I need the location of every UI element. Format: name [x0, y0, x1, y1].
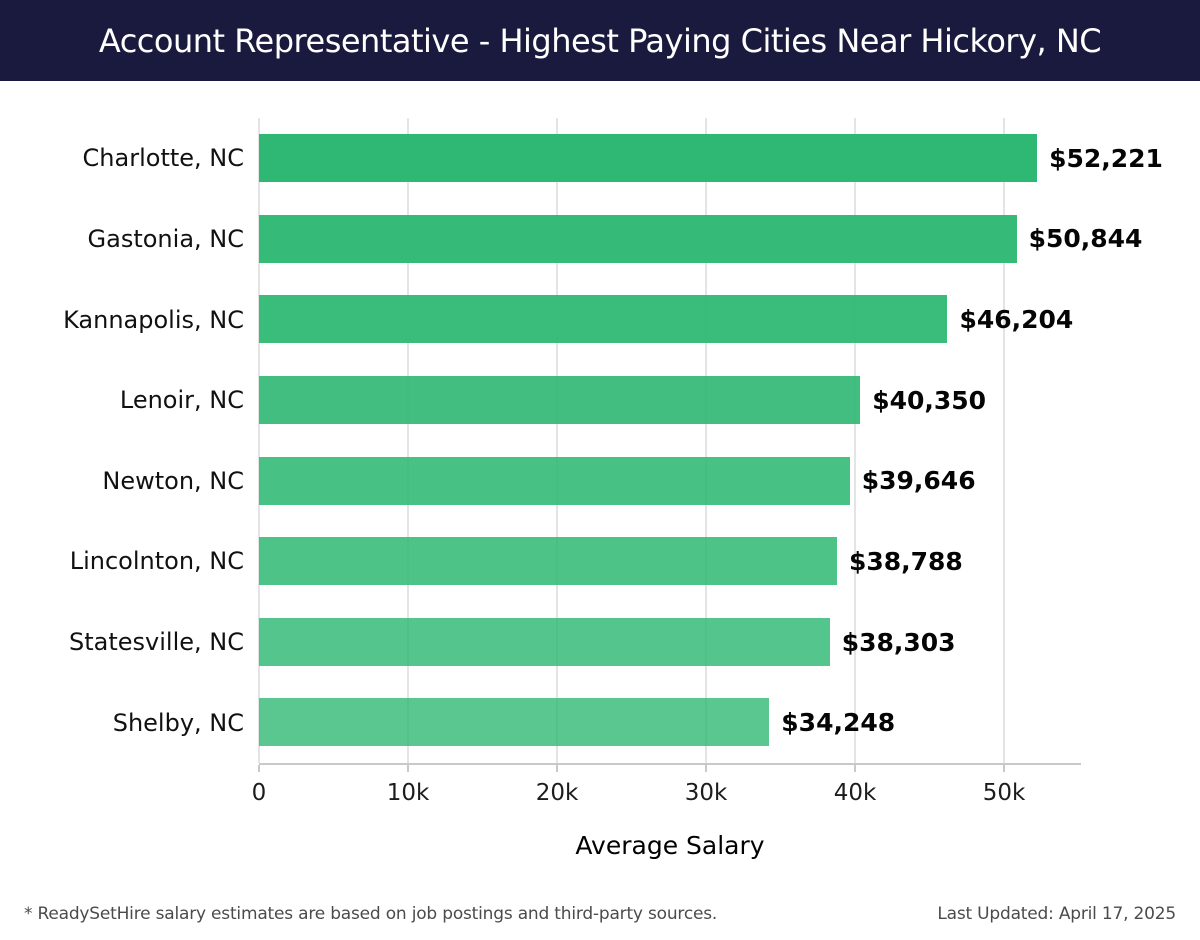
category-label: Shelby, NC [112, 708, 244, 737]
gridline-0 [258, 118, 260, 763]
value-label: $38,788 [848, 546, 963, 576]
bar-Kannapolis, NC [259, 295, 948, 344]
gridline-10k [407, 118, 409, 763]
last-updated-text: Last Updated: April 17, 2025 [937, 904, 1176, 924]
x-axis-line [259, 763, 1081, 765]
value-label: $39,646 [861, 466, 976, 496]
category-label: Lenoir, NC [119, 386, 244, 415]
x-tick-mark [556, 765, 558, 772]
bar-Newton, NC [259, 456, 850, 505]
x-tick-mark [1003, 765, 1005, 772]
disclaimer-text: * ReadySetHire salary estimates are base… [24, 904, 718, 924]
x-tick-label: 10k [386, 780, 430, 806]
bar-Gastonia, NC [259, 214, 1017, 263]
category-label: Statesville, NC [69, 628, 244, 657]
bar-row: $38,303 [259, 602, 1081, 683]
chart-title-bar: Account Representative - Highest Paying … [0, 0, 1200, 81]
category-label: Charlotte, NC [82, 144, 244, 173]
x-tick-mark [258, 765, 260, 772]
x-axis-title: Average Salary [575, 831, 765, 860]
value-label: $38,303 [841, 627, 956, 657]
bar-Charlotte, NC [259, 134, 1038, 182]
x-tick-label: 30k [684, 780, 728, 806]
value-label: $50,844 [1028, 224, 1143, 254]
x-tick-label: 0 [251, 780, 267, 806]
gridline-20k [556, 118, 558, 763]
bar-row: $40,350 [259, 360, 1081, 441]
category-label: Newton, NC [102, 466, 244, 495]
bar-row: $52,221 [259, 118, 1163, 199]
x-tick-label: 20k [535, 780, 579, 806]
chart-footer: * ReadySetHire salary estimates are base… [24, 899, 1176, 929]
value-label: $40,350 [872, 385, 987, 415]
x-tick-label: 50k [982, 780, 1026, 806]
bar-row: $38,788 [259, 521, 1081, 602]
bar-row: $34,248 [259, 682, 1081, 763]
bar-row: $39,646 [259, 441, 1081, 522]
plot-area: $52,221 $50,844 $46,204 $40,350 $39,646 $38,7… [258, 118, 1163, 763]
bar-Lenoir, NC [259, 375, 861, 424]
bar-Shelby, NC [259, 698, 770, 747]
x-tick-mark [705, 765, 707, 772]
value-label: $46,204 [959, 305, 1074, 335]
bar-Lincolnton, NC [259, 537, 837, 586]
category-label: Gastonia, NC [87, 224, 244, 253]
chart-title: Account Representative - Highest Paying … [98, 21, 1102, 60]
x-tick-label: 40k [833, 780, 877, 806]
value-label: $34,248 [781, 708, 896, 738]
category-label: Kannapolis, NC [63, 305, 244, 334]
x-tick-mark [854, 765, 856, 772]
gridline-30k [705, 118, 707, 763]
bar-row: $46,204 [259, 279, 1081, 360]
value-label: $52,221 [1049, 143, 1163, 173]
gridline-50k [1003, 118, 1005, 763]
x-tick-mark [407, 765, 409, 772]
bar-row: $50,844 [259, 199, 1142, 280]
category-label: Lincolnton, NC [69, 547, 244, 576]
bar-Statesville, NC [259, 617, 830, 666]
gridline-40k [854, 118, 856, 763]
